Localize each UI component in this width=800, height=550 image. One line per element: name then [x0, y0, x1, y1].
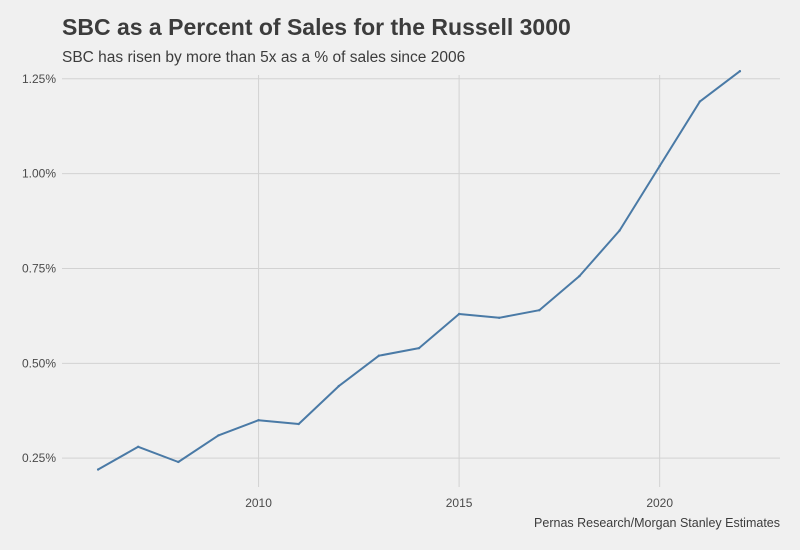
y-tick-label: 0.50%	[22, 356, 56, 370]
x-tick-label: 2015	[446, 496, 473, 510]
data-point	[137, 445, 140, 448]
series-layer	[96, 70, 742, 471]
data-point	[738, 70, 742, 73]
x-tick-label: 2010	[245, 496, 272, 510]
y-tick-label: 0.25%	[22, 451, 56, 465]
data-point	[538, 309, 541, 312]
data-point	[698, 100, 701, 103]
data-point	[498, 316, 501, 319]
y-tick-label: 1.25%	[22, 72, 56, 86]
data-point	[217, 434, 220, 437]
y-tick-label: 0.75%	[22, 261, 56, 275]
x-axis: 2010 2015 2020	[245, 496, 673, 510]
data-point	[417, 346, 421, 350]
data-point	[377, 354, 381, 357]
x-tick-label: 2020	[646, 496, 673, 510]
data-point	[96, 468, 100, 471]
chart-caption: Pernas Research/Morgan Stanley Estimates	[534, 516, 780, 530]
chart-title: SBC as a Percent of Sales for the Russel…	[62, 14, 571, 40]
data-point	[457, 312, 461, 316]
series-line	[97, 70, 741, 471]
data-point	[618, 229, 621, 232]
data-point	[658, 164, 661, 168]
data-point	[297, 422, 300, 426]
y-tick-label: 1.00%	[22, 167, 56, 181]
chart-subtitle: SBC has risen by more than 5x as a % of …	[62, 49, 466, 66]
data-point	[578, 274, 581, 278]
data-point	[177, 460, 180, 464]
data-point	[257, 419, 260, 422]
grid-lines	[62, 75, 780, 487]
data-point	[337, 384, 340, 388]
y-axis: 0.25% 0.50% 0.75% 1.00% 1.25%	[22, 72, 56, 465]
